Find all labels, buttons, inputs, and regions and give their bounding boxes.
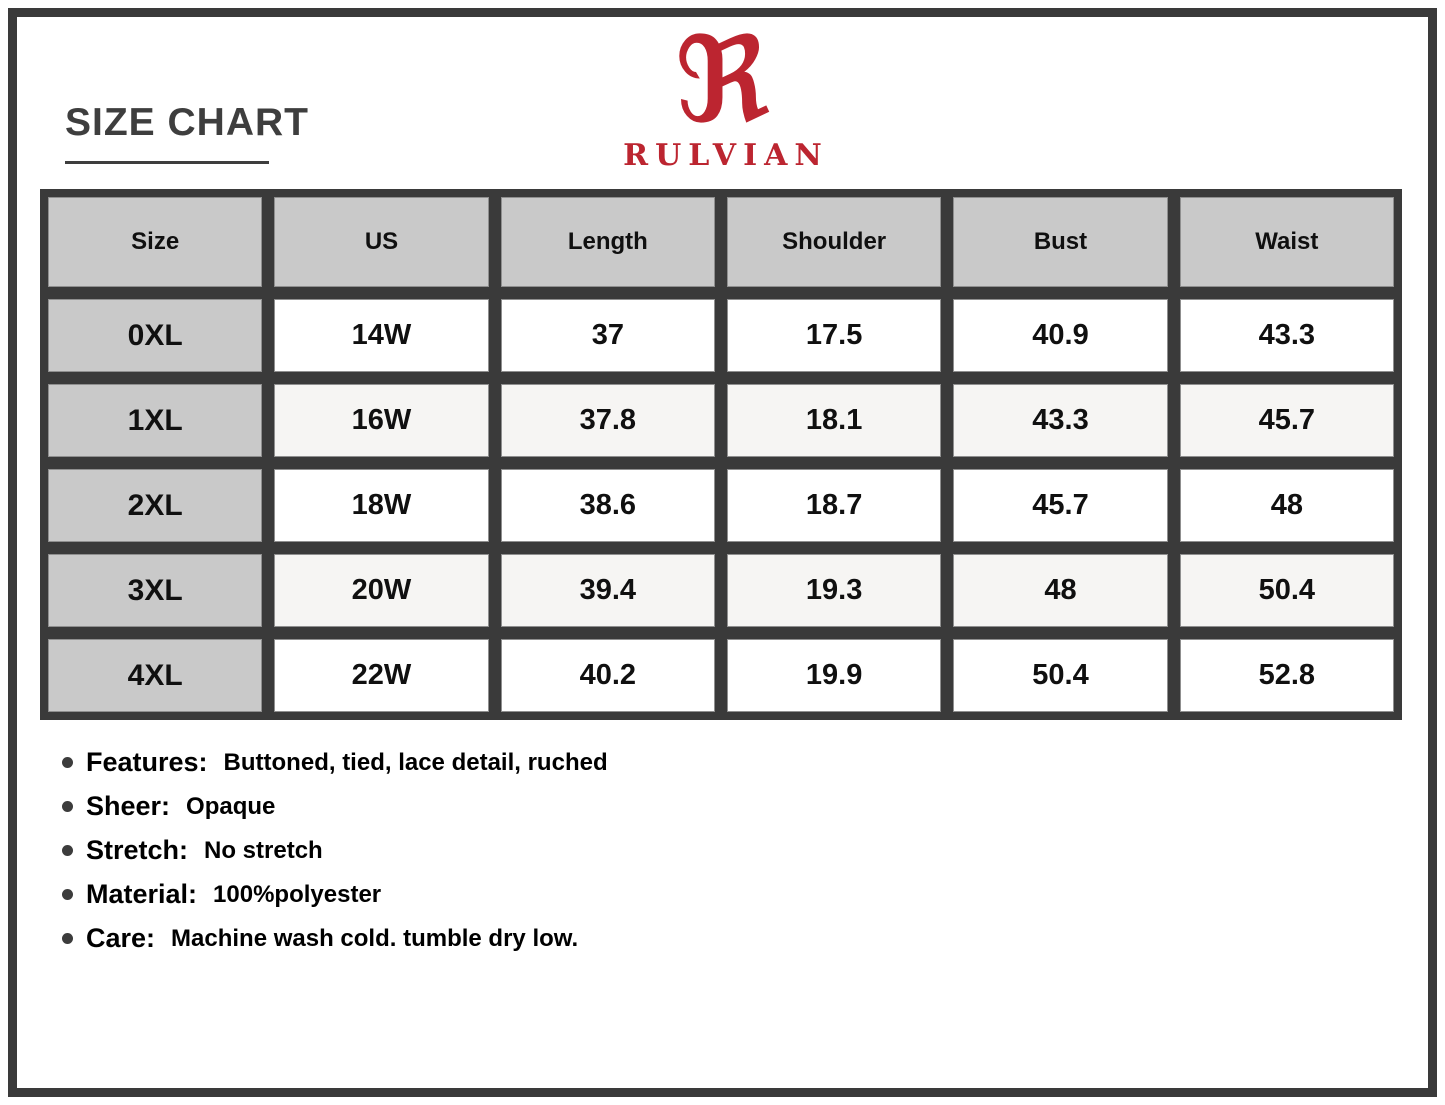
bullet-icon	[62, 845, 73, 856]
detail-value: Machine wash cold. tumble dry low.	[171, 924, 579, 952]
detail-label: Material:	[86, 879, 198, 909]
brand-logo: ℜ RULVIAN	[553, 10, 893, 173]
stylized-r-logo-icon: ℜ	[674, 10, 771, 149]
column-header-length: Length	[500, 197, 715, 287]
measurement-cell: 14W	[274, 299, 489, 372]
measurement-cell: 40.2	[500, 639, 715, 712]
column-header-bust: Bust	[953, 197, 1168, 287]
measurement-cell: 37.8	[500, 384, 715, 457]
detail-value: 100%polyester	[213, 880, 382, 908]
measurement-cell: 50.4	[1179, 554, 1394, 627]
detail-item-sheer: Sheer: Opaque	[62, 791, 608, 822]
measurement-cell: 50.4	[953, 639, 1168, 712]
measurement-cell: 20W	[274, 554, 489, 627]
detail-item-features: Features: Buttoned, tied, lace detail, r…	[62, 747, 608, 778]
bullet-icon	[62, 801, 73, 812]
detail-label: Stretch:	[86, 835, 189, 865]
measurement-cell: 43.3	[953, 384, 1168, 457]
measurement-cell: 39.4	[500, 554, 715, 627]
measurement-cell: 18.7	[726, 469, 942, 542]
detail-label: Care:	[86, 923, 156, 953]
measurement-cell: 19.9	[726, 639, 942, 712]
product-details-list: Features: Buttoned, tied, lace detail, r…	[62, 747, 608, 967]
measurement-cell: 48	[1179, 469, 1394, 542]
size-cell: 0XL	[48, 299, 263, 372]
detail-item-care: Care: Machine wash cold. tumble dry low.	[62, 923, 608, 954]
size-cell: 1XL	[48, 384, 263, 457]
measurement-cell: 19.3	[726, 554, 942, 627]
size-cell: 4XL	[48, 639, 263, 712]
page-title: SIZE CHART	[65, 101, 309, 144]
brand-name: RULVIAN	[623, 137, 829, 173]
measurement-cell: 16W	[274, 384, 489, 457]
measurement-cell: 45.7	[1179, 384, 1394, 457]
measurement-cell: 38.6	[500, 469, 715, 542]
size-chart-table: Size US Length Shoulder Bust Waist 0XL 1…	[40, 189, 1402, 720]
bullet-icon	[62, 889, 73, 900]
measurement-cell: 48	[953, 554, 1168, 627]
bullet-icon	[62, 757, 73, 768]
title-underline	[65, 161, 269, 164]
measurement-cell: 22W	[274, 639, 489, 712]
column-header-shoulder: Shoulder	[726, 197, 942, 287]
column-header-size: Size	[48, 197, 263, 287]
column-header-us: US	[274, 197, 489, 287]
detail-value: No stretch	[204, 836, 323, 864]
measurement-cell: 37	[500, 299, 715, 372]
measurement-cell: 45.7	[953, 469, 1168, 542]
measurement-cell: 18.1	[726, 384, 942, 457]
size-cell: 3XL	[48, 554, 263, 627]
detail-value: Buttoned, tied, lace detail, ruched	[223, 748, 608, 776]
measurement-cell: 52.8	[1179, 639, 1394, 712]
size-cell: 2XL	[48, 469, 263, 542]
measurement-cell: 17.5	[726, 299, 942, 372]
bullet-icon	[62, 933, 73, 944]
measurement-cell: 18W	[274, 469, 489, 542]
detail-value: Opaque	[186, 792, 276, 820]
detail-item-material: Material: 100%polyester	[62, 879, 608, 910]
column-header-waist: Waist	[1179, 197, 1394, 287]
detail-label: Features:	[86, 747, 208, 777]
measurement-cell: 43.3	[1179, 299, 1394, 372]
detail-label: Sheer:	[86, 791, 171, 821]
detail-item-stretch: Stretch: No stretch	[62, 835, 608, 866]
measurement-cell: 40.9	[953, 299, 1168, 372]
